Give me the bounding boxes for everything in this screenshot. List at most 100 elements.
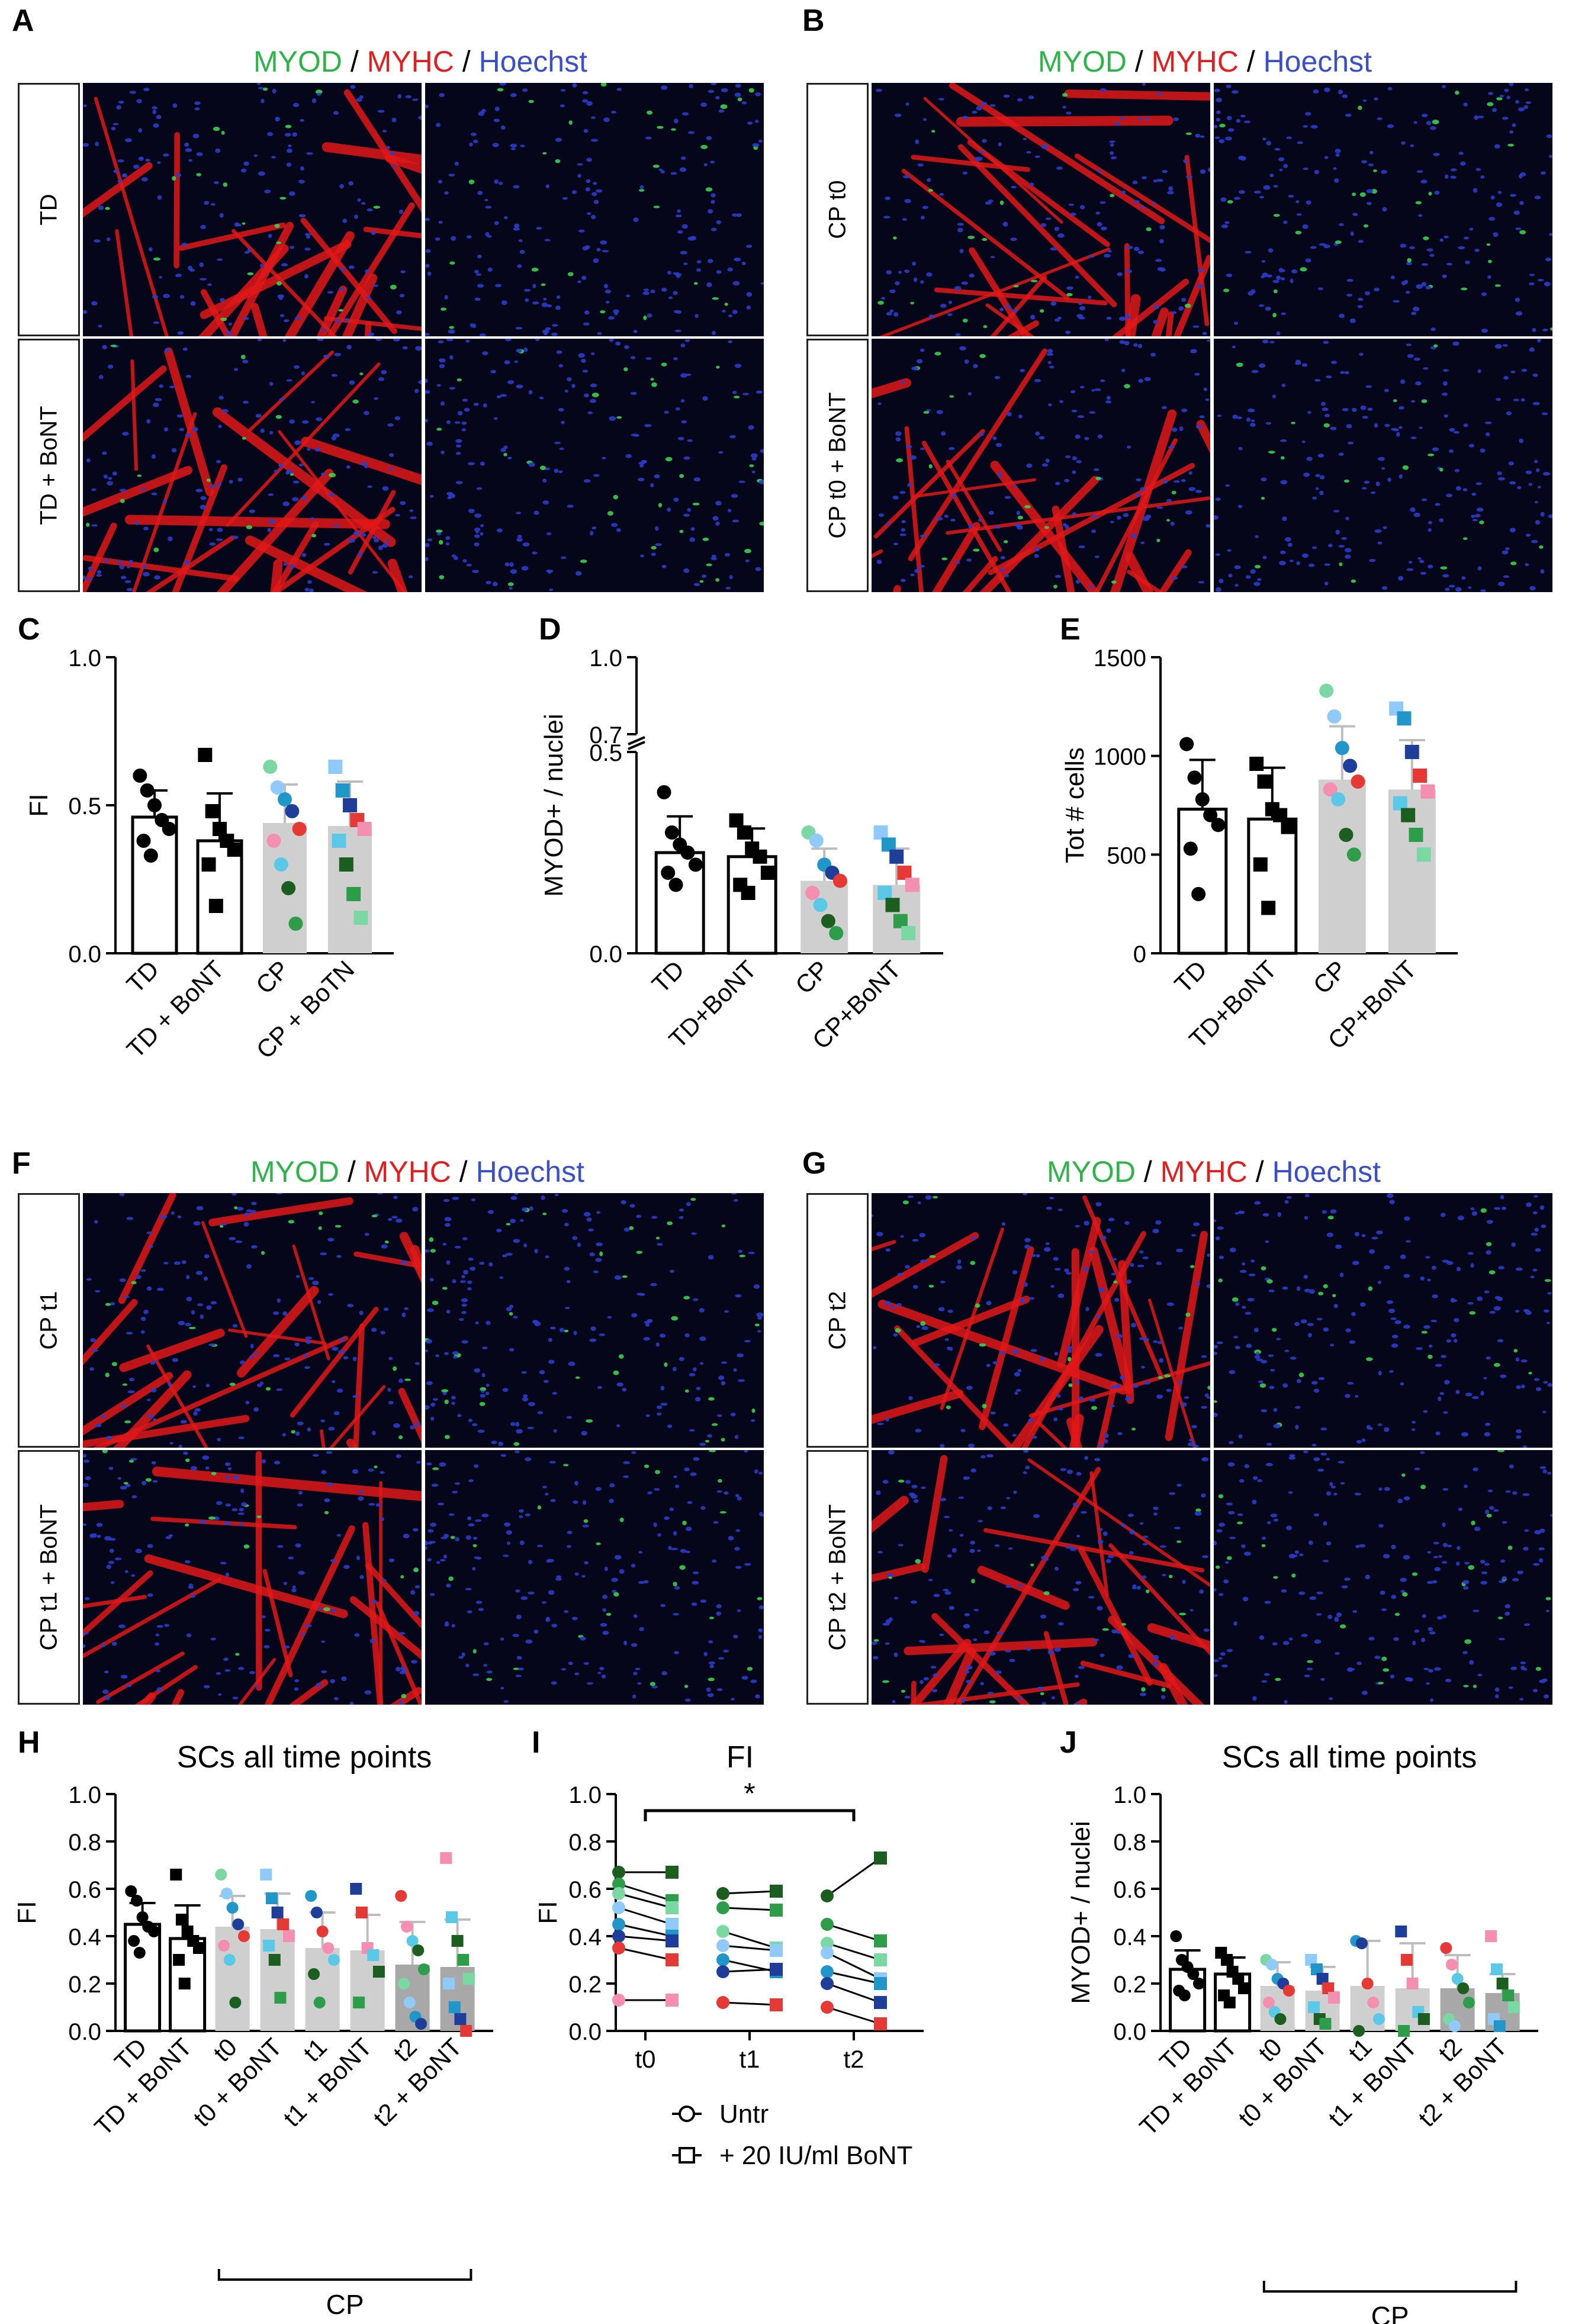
nucleus: [1306, 200, 1311, 204]
nucleus: [285, 471, 289, 475]
nucleus: [589, 1338, 596, 1342]
data-point: [1508, 2001, 1520, 2013]
nucleus: [1530, 1276, 1535, 1278]
nucleus: [342, 218, 347, 223]
nucleus: [147, 1544, 153, 1548]
nucleus: [689, 537, 695, 542]
myod-nucleus: [651, 382, 657, 387]
nucleus: [1374, 1656, 1380, 1659]
myod-nucleus: [221, 131, 225, 135]
nucleus: [1484, 1291, 1490, 1294]
nucleus: [254, 1685, 258, 1687]
myod-nucleus: [1358, 105, 1362, 110]
data-point: [292, 822, 307, 836]
nucleus: [1355, 1395, 1359, 1398]
nucleus: [1493, 1509, 1499, 1512]
nucleus: [1516, 1268, 1523, 1271]
nucleus: [1432, 1266, 1436, 1270]
nucleus: [920, 1680, 924, 1684]
nucleus: [633, 1672, 637, 1675]
nucleus: [233, 1696, 239, 1699]
nucleus: [1358, 298, 1364, 301]
nucleus: [921, 216, 925, 220]
nucleus: [966, 1386, 973, 1390]
nucleus: [164, 1624, 169, 1627]
myod-nucleus: [1546, 1597, 1551, 1600]
nucleus: [905, 1480, 911, 1483]
nucleus: [1331, 1486, 1336, 1489]
micrograph-background: [83, 1193, 422, 1448]
nucleus: [1477, 507, 1484, 512]
nucleus: [996, 1631, 1004, 1634]
row-label-td: TD: [18, 83, 80, 336]
nucleus: [469, 143, 472, 147]
nucleus: [591, 526, 596, 529]
nucleus: [186, 1275, 189, 1279]
nucleus: [1362, 487, 1367, 490]
nucleus: [1491, 195, 1495, 200]
nucleus: [119, 565, 124, 570]
y-tick-label: 0.2: [68, 1972, 101, 1998]
nucleus: [1162, 170, 1168, 173]
nucleus: [680, 251, 687, 255]
myod-nucleus: [1066, 293, 1072, 297]
nucleus: [1084, 1456, 1088, 1460]
nucleus: [1076, 1472, 1082, 1476]
nucleus: [920, 280, 924, 284]
nucleus: [474, 1368, 480, 1372]
nucleus: [1272, 1642, 1278, 1645]
micrograph-background: [1214, 339, 1552, 592]
nucleus: [1516, 1429, 1522, 1433]
nucleus: [1120, 340, 1126, 344]
myod-nucleus: [329, 473, 336, 478]
nucleus: [1539, 1558, 1543, 1563]
nucleus: [305, 1336, 312, 1339]
nucleus: [1502, 551, 1508, 555]
myod-nucleus: [719, 1511, 726, 1513]
nucleus: [200, 225, 206, 229]
nucleus: [1346, 294, 1352, 297]
myod-nucleus: [644, 1464, 649, 1468]
myod-nucleus: [1471, 1521, 1475, 1525]
nucleus: [751, 1419, 755, 1422]
nucleus: [467, 1287, 472, 1290]
nucleus: [1330, 427, 1336, 430]
nucleus: [522, 1207, 528, 1211]
nucleus: [995, 376, 1001, 379]
nucleus: [463, 1270, 468, 1275]
nucleus: [1258, 1380, 1264, 1383]
nucleus: [651, 552, 655, 555]
nucleus: [1485, 422, 1491, 424]
nucleus: [163, 294, 170, 298]
nucleus: [1005, 1650, 1011, 1653]
nucleus: [192, 427, 198, 432]
nucleus: [475, 531, 479, 533]
nucleus: [693, 1298, 698, 1301]
nucleus: [121, 576, 127, 579]
nucleus: [752, 143, 759, 147]
myod-nucleus: [606, 1613, 611, 1616]
nucleus: [197, 1303, 203, 1306]
nucleus: [1393, 300, 1400, 303]
nucleus: [229, 1237, 236, 1240]
myod-nucleus: [241, 355, 246, 359]
nucleus: [1522, 1493, 1529, 1496]
myod-nucleus: [359, 372, 363, 375]
nucleus: [1505, 547, 1510, 550]
panel-letter: H: [18, 1725, 40, 1760]
nucleus: [639, 1627, 644, 1631]
nucleus: [1097, 222, 1102, 227]
nucleus: [1064, 479, 1069, 483]
myod-nucleus: [86, 523, 89, 527]
myod-nucleus: [671, 1316, 678, 1321]
nucleus: [1314, 170, 1319, 175]
nucleus: [721, 88, 728, 92]
nucleus: [448, 173, 455, 176]
nucleus: [590, 399, 596, 403]
nucleus: [456, 452, 461, 455]
untr-point: [612, 1918, 625, 1931]
myod-nucleus: [564, 1330, 568, 1333]
nucleus: [1166, 1388, 1172, 1391]
nucleus: [1137, 118, 1143, 120]
nucleus: [1054, 1647, 1061, 1652]
